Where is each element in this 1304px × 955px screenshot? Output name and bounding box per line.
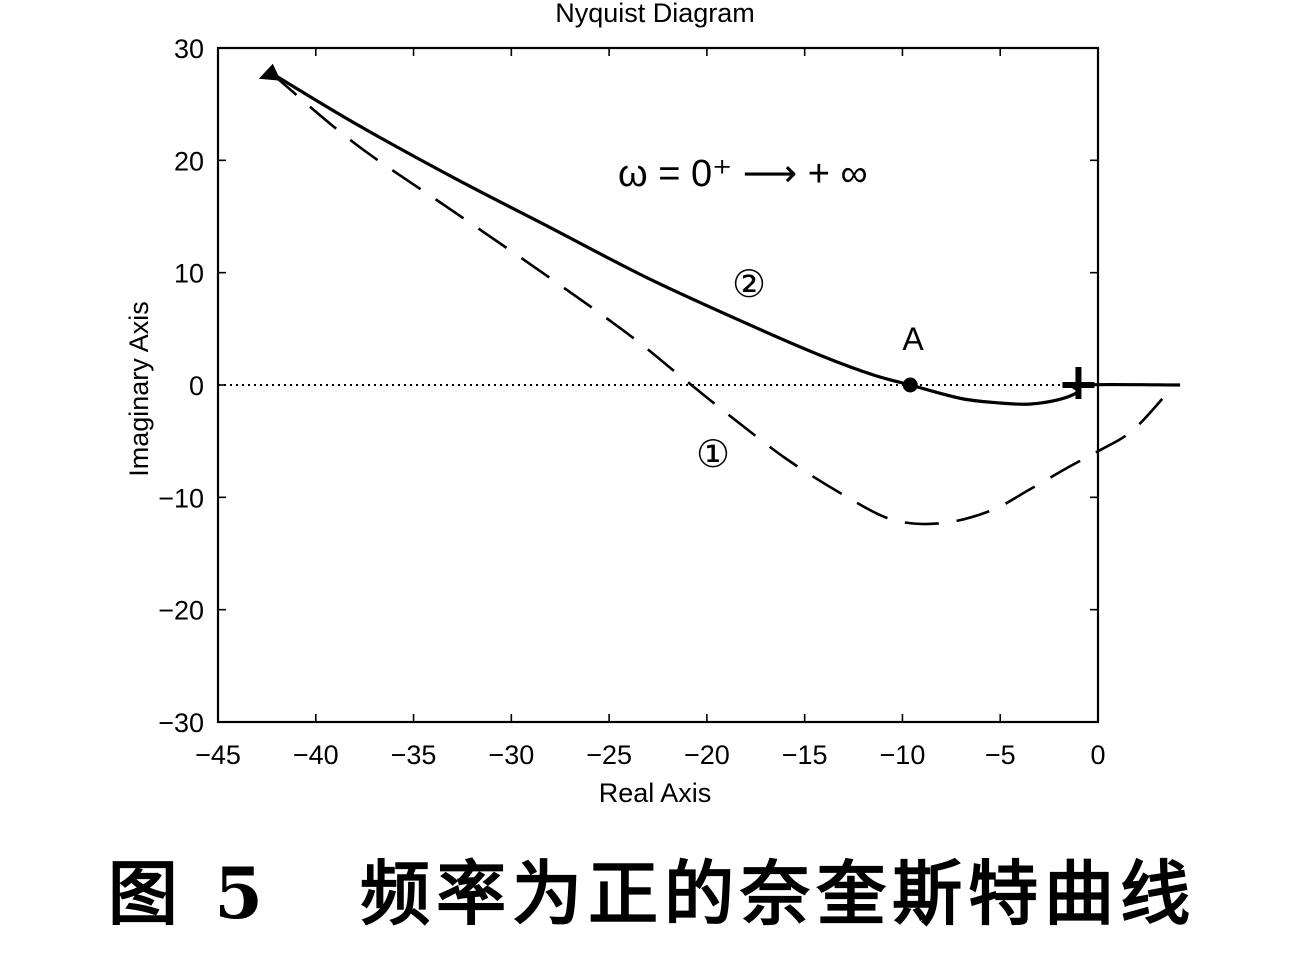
x-tick-labels: −45 −40 −35 −30 −25 −20 −15 −10 −5 0 [195,740,1105,770]
curve-2-label: ② [732,264,766,306]
series-layer [269,71,1181,526]
curve-1-label: ① [696,434,730,476]
point-A [902,377,918,393]
x-axis-label: Real Axis [599,778,712,808]
x-tick-label: −15 [782,740,828,770]
y-tick-label: −30 [158,708,204,738]
x-tick-label: −45 [195,740,241,770]
figure-caption: 图 5 频率为正的奈奎斯特曲线 [107,852,1197,935]
point-a-label: A [902,321,924,357]
chart-title: Nyquist Diagram [555,0,755,28]
series-2-curve [269,71,1181,406]
x-tick-label: −10 [880,740,926,770]
y-tick-label: −20 [158,596,204,626]
y-tick-label: −10 [158,483,204,513]
y-tick-label: 10 [174,259,204,289]
x-tick-label: −25 [586,740,632,770]
y-tick-label: 30 [174,34,204,64]
x-tick-label: −35 [391,740,437,770]
x-tick-label: −20 [684,740,730,770]
y-tick-label: 20 [174,146,204,176]
y-axis-label: Imaginary Axis [124,301,154,477]
start-triangle [258,63,281,81]
y-tick-label: 0 [189,371,204,401]
marker-layer [258,63,1095,399]
series-1-curve [269,71,1174,526]
omega-annotation: ω = 0⁺ ⟶ + ∞ [618,153,868,195]
x-tick-label: −30 [488,740,534,770]
critical-point [1062,367,1095,399]
y-tick-labels: −30 −20 −10 0 10 20 30 [158,34,204,738]
x-tick-label: 0 [1090,740,1105,770]
x-tick-label: −40 [293,740,339,770]
x-tick-label: −5 [985,740,1016,770]
